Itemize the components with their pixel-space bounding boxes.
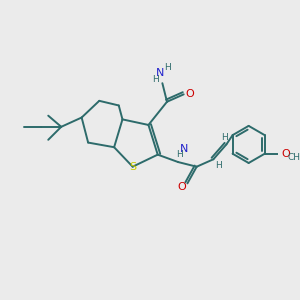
Text: N: N [156, 68, 165, 78]
Text: CH₃: CH₃ [287, 153, 300, 162]
Text: O: O [282, 149, 290, 159]
Text: H: H [177, 150, 183, 159]
Text: H: H [165, 63, 171, 72]
Text: N: N [179, 144, 188, 154]
Text: S: S [129, 162, 136, 172]
Text: O: O [178, 182, 186, 192]
Text: H: H [216, 161, 222, 170]
Text: O: O [186, 89, 195, 99]
Text: H: H [152, 75, 159, 84]
Text: H: H [221, 133, 228, 142]
